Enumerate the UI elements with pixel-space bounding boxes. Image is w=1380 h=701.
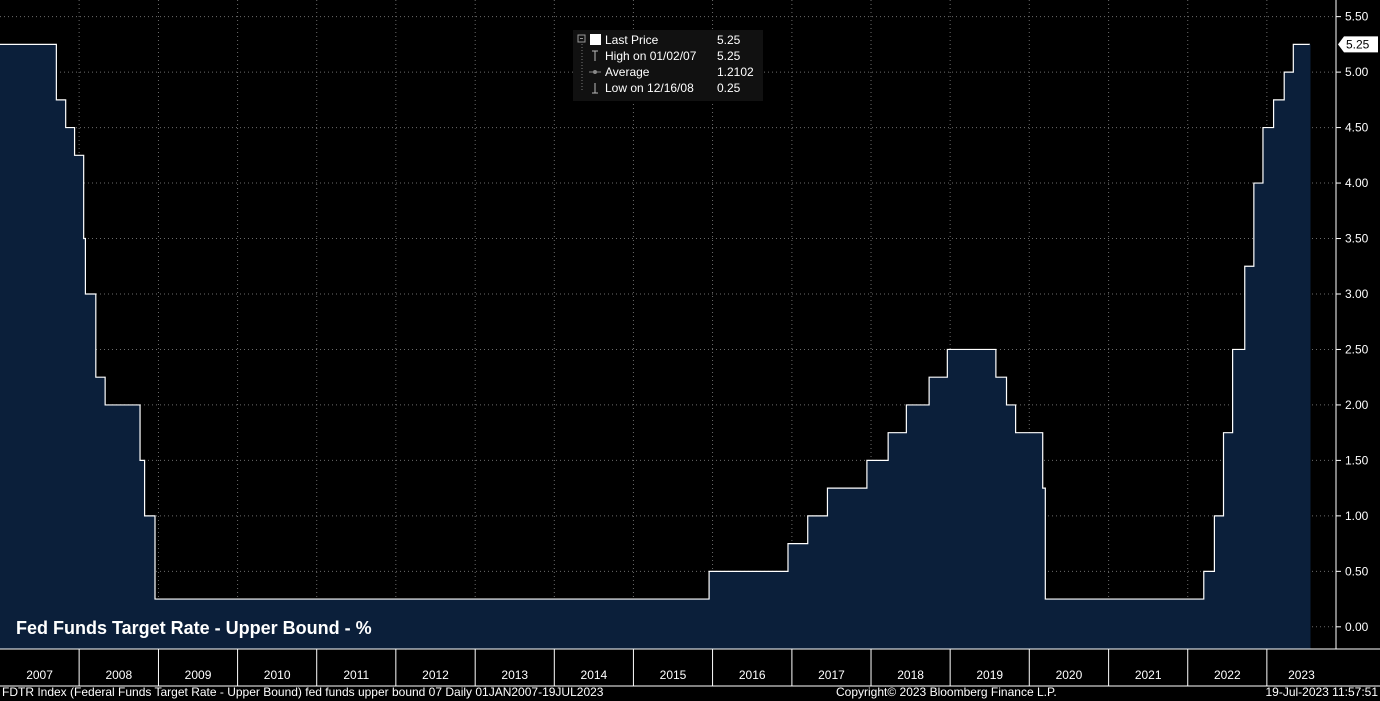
x-axis: 2007 2008 2009 2010 2011 2012 2013 2014 2015 2016…: [0, 648, 1380, 687]
x-tick-label: 2015: [660, 668, 687, 682]
y-tick-label: 4.00: [1345, 176, 1369, 190]
x-tick-label: 2008: [105, 668, 132, 682]
legend-label-low: Low on 12/16/08: [605, 81, 694, 95]
legend: Last Price 5.25 High on 01/02/07 5.25 Av…: [573, 30, 763, 101]
last-value-tag-shape: [1338, 36, 1378, 53]
legend-value-low: 0.25: [717, 81, 741, 95]
x-tick-label: 2011: [343, 668, 369, 682]
y-tick-label: 1.00: [1345, 509, 1369, 523]
last-value-tag: 5.25: [1338, 36, 1378, 53]
average-marker-icon: [589, 70, 601, 74]
x-tick-label: 2019: [976, 668, 1003, 682]
low-marker-icon: [592, 83, 598, 94]
legend-value-average: 1.2102: [717, 65, 754, 79]
x-tick-label: 2020: [1056, 668, 1083, 682]
collapse-icon[interactable]: [577, 34, 586, 43]
x-tick-label: 2013: [501, 668, 528, 682]
y-tick-label: 0.50: [1345, 564, 1369, 578]
square-swatch-icon: [590, 34, 601, 45]
y-tick-label: 1.50: [1345, 453, 1369, 467]
y-tick-label: 5.50: [1345, 10, 1369, 24]
legend-value-last-price: 5.25: [717, 33, 741, 47]
x-tick-label: 2012: [422, 668, 449, 682]
x-tick-label: 2009: [185, 668, 212, 682]
legend-label-high: High on 01/02/07: [605, 49, 697, 63]
x-tick-label: 2018: [897, 668, 924, 682]
x-tick-label: 2007: [26, 668, 53, 682]
x-tick-label: 2022: [1214, 668, 1241, 682]
y-tick-label: 2.00: [1345, 398, 1369, 412]
x-tick-label: 2014: [581, 668, 608, 682]
legend-label-average: Average: [605, 65, 650, 79]
area-series: [0, 43, 1311, 649]
y-tick-label: 3.50: [1345, 232, 1369, 246]
footer-timestamp: 19-Jul-2023 11:57:51: [1265, 685, 1378, 699]
x-tick-label: 2010: [264, 668, 291, 682]
y-tick-label: 3.00: [1345, 287, 1369, 301]
footer-copyright: Copyright© 2023 Bloomberg Finance L.P.: [836, 685, 1057, 699]
legend-value-high: 5.25: [717, 49, 741, 63]
last-value-label: 5.25: [1346, 37, 1370, 51]
area-fill: [0, 44, 1310, 649]
chart-title: Fed Funds Target Rate - Upper Bound - %: [16, 618, 372, 638]
legend-label-last-price: Last Price: [605, 33, 659, 47]
y-tick-label: 0.00: [1345, 620, 1369, 634]
high-marker-icon: [592, 50, 598, 61]
x-tick-label: 2017: [818, 668, 845, 682]
x-tick-label: 2016: [739, 668, 766, 682]
x-tick-label: 2023: [1288, 668, 1315, 682]
y-tick-label: 4.50: [1345, 121, 1369, 135]
footer-description: FDTR Index (Federal Funds Target Rate - …: [2, 685, 604, 699]
series-line-last-price: [0, 43, 1310, 600]
y-tick-label: 2.50: [1345, 342, 1369, 356]
x-tick-label: 2021: [1135, 668, 1162, 682]
legend-background: [573, 30, 763, 101]
grid-lines: [0, 0, 1336, 649]
y-tick-label: 5.00: [1345, 65, 1369, 79]
y-axis: 0.00 0.50 1.00 1.50 2.00 2.50 3.00 3.50 4.00 4.50…: [1335, 0, 1369, 649]
